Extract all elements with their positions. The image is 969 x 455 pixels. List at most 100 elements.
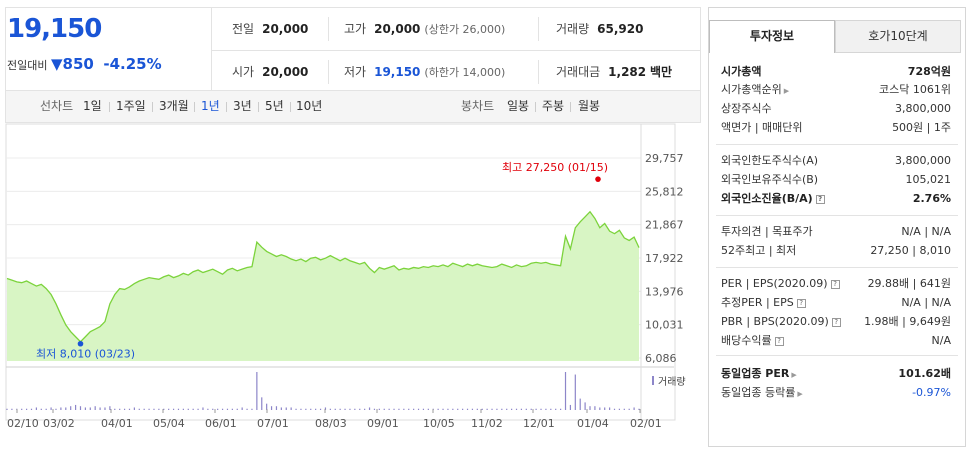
info-key[interactable]: 동일업종 PER ▶ [721,367,797,380]
volume-bar [604,407,606,410]
volume-bar [520,408,523,410]
volume-bar [266,403,268,410]
volume-bar [417,408,420,410]
arrow-right-icon: ▶ [783,87,790,95]
info-row: 배당수익률? N/A [721,331,951,351]
info-row: 액면가 | 매매단위 500원 | 1주 [721,118,951,138]
help-icon[interactable]: ? [831,318,841,327]
volume-bar [442,408,444,410]
help-icon[interactable]: ? [830,280,840,289]
x-tick-label: 01/04 [577,417,609,430]
volume-bar [177,408,180,410]
change-row: 전일대비 ▼850 -4.25% [7,55,162,73]
info-key: 상장주식수 [721,102,772,115]
low-price: 저가 19,150 (하한가 14,000) [344,51,505,93]
volume-bar [481,408,483,410]
volume-bar [79,406,82,410]
high-label: 고가 [344,22,367,36]
volume-bar [40,408,42,410]
tab-order-book[interactable]: 호가10단계 [835,20,961,53]
info-row: 투자의견 | 목표주가 N/A | N/A [721,222,951,242]
volume-bar [212,408,214,410]
info-key: 외국인한도주식수(A) [721,154,819,167]
volume-bar [182,408,184,410]
candle-chart-label: 봉차트 [461,99,495,113]
volume-bar [594,406,596,410]
info-divider [716,355,958,356]
x-tick-label: 02/10 [7,417,39,430]
volume-bar [50,407,52,410]
volume-bar [349,408,351,410]
candle-tab-daily[interactable]: 일봉 [507,99,530,113]
tab-investment-info[interactable]: 투자정보 [709,20,835,53]
amount-value: 1,282 [608,65,647,79]
price-summary: 전일 20,000 고가 20,000 (상한가 26,000) 거래량 65,920 … [211,7,701,91]
info-key: 외국인소진율(B/A)? [721,189,825,209]
volume-bar [550,408,552,410]
period-tab-1d[interactable]: 1일 [83,99,102,113]
candle-tab-weekly[interactable]: 주봉 [542,99,565,113]
help-icon[interactable]: ? [774,337,784,346]
volume-bar [246,408,248,410]
volume-bar [133,407,135,410]
info-key[interactable]: 시가총액순위 ▶ [721,83,790,96]
volume-bar [163,408,165,410]
y-tick-label: 13,976 [645,285,684,298]
info-row: 외국인보유주식수(B) 105,021 [721,170,951,190]
volume-bar [574,374,576,410]
volume-bar [471,408,474,410]
help-icon[interactable]: ? [796,299,806,308]
help-icon[interactable]: ? [815,195,825,204]
info-key: PER | EPS(2020.09)? [721,274,840,294]
candle-tab-monthly[interactable]: 월봉 [578,99,601,113]
info-row: 52주최고 | 최저 27,250 | 8,010 [721,241,951,261]
volume-bar [143,408,145,410]
chart-frame [5,123,676,421]
volume-bar [231,408,233,410]
period-tab-3m[interactable]: 3개월 [159,99,189,113]
volume-bar [221,408,224,410]
volume-bar [555,408,557,410]
period-tab-10y[interactable]: 10년 [296,99,323,113]
volume-bar [153,408,155,410]
volume-bar [172,408,175,410]
volume-bar [466,408,469,410]
volume-bar [506,408,508,410]
volume-bar [422,408,425,410]
volume-bar [197,408,199,410]
x-tick-label: 03/02 [43,417,75,430]
info-key: 추정PER | EPS? [721,293,806,313]
open-price: 시가 20,000 [232,51,308,93]
volume-bar [99,407,101,410]
info-value: N/A | N/A [901,296,951,309]
period-tab-3y[interactable]: 3년 [233,99,252,113]
info-value: 29.88배 | 641원 [867,277,951,290]
volume-bar [226,408,229,410]
x-tick-label: 07/01 [257,417,289,430]
period-tab-5y[interactable]: 5년 [265,99,284,113]
volume-bar [393,408,395,410]
info-key[interactable]: 동일업종 등락률 ▶ [721,386,803,399]
info-row: PER | EPS(2020.09)? 29.88배 | 641원 [721,274,951,294]
x-tick-label: 04/01 [101,417,133,430]
volume-bar [457,408,459,410]
volume-bar [158,408,160,410]
volume-bar [569,404,572,410]
volume-bar [6,408,8,410]
info-value: 코스닥 1061위 [879,83,951,96]
period-tab-1w[interactable]: 1주일 [116,99,146,113]
volume-bar [408,408,410,410]
x-tick-label: 12/01 [523,417,555,430]
volume: 거래량 65,920 [556,8,643,50]
amount-unit: 백만 [649,65,673,79]
low-label: 저가 [344,65,367,79]
volume-bar [584,402,586,410]
info-row: 추정PER | EPS? N/A | N/A [721,293,951,313]
period-tab-1y[interactable]: 1년 [201,99,220,113]
volume-bar [609,407,611,410]
volume-bar [74,404,77,410]
info-divider [716,267,958,268]
volume-bar [364,408,366,410]
volume-label: 거래량 [556,22,590,36]
volume-bar [251,408,253,410]
